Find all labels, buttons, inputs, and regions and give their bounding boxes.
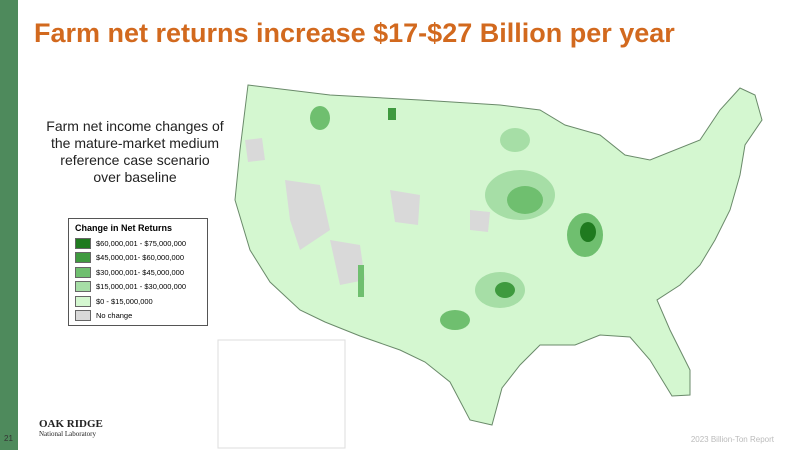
legend-item: No change bbox=[75, 309, 207, 324]
footer: 2023 Billion-Ton Report bbox=[690, 435, 774, 444]
legend-item: $45,000,001- $60,000,000 bbox=[75, 251, 207, 266]
legend-items: $60,000,001 - $75,000,000 $45,000,001- $6… bbox=[69, 236, 207, 323]
slide-number: 21 bbox=[4, 434, 13, 443]
logo-name: OAK RIDGE bbox=[39, 418, 103, 430]
legend-label: $30,000,001- $45,000,000 bbox=[96, 267, 184, 277]
us-map bbox=[234, 84, 763, 426]
legend-swatch bbox=[75, 252, 91, 264]
legend-swatch bbox=[75, 266, 91, 278]
legend-label: $0 - $15,000,000 bbox=[96, 296, 153, 306]
legend: Change in Net Returns $60,000,001 - $75,… bbox=[68, 218, 208, 326]
legend-item: $60,000,001 - $75,000,000 bbox=[75, 236, 207, 251]
side-bar bbox=[0, 0, 18, 450]
map-description: Farm net income changes of the mature-ma… bbox=[46, 118, 224, 185]
legend-swatch bbox=[75, 295, 91, 307]
legend-item: $0 - $15,000,000 bbox=[75, 294, 207, 309]
logo-subtitle: National Laboratory bbox=[39, 430, 96, 438]
legend-item: $15,000,001 - $30,000,000 bbox=[75, 280, 207, 295]
legend-title: Change in Net Returns bbox=[75, 223, 173, 233]
logo: OAK RIDGE National Laboratory bbox=[26, 418, 103, 438]
legend-label: $45,000,001- $60,000,000 bbox=[96, 253, 184, 263]
high-return-areas bbox=[310, 106, 603, 330]
slide-title: Farm net returns increase $17-$27 Billio… bbox=[34, 18, 675, 48]
inset-frame bbox=[217, 339, 346, 449]
legend-swatch bbox=[75, 310, 91, 322]
legend-item: $30,000,001- $45,000,000 bbox=[75, 265, 207, 280]
legend-swatch bbox=[75, 237, 91, 249]
legend-label: $60,000,001 - $75,000,000 bbox=[96, 238, 187, 248]
legend-label: $15,000,001 - $30,000,000 bbox=[96, 282, 187, 292]
no-change-areas bbox=[245, 138, 490, 285]
legend-swatch bbox=[75, 281, 91, 293]
legend-label: No change bbox=[96, 311, 133, 321]
